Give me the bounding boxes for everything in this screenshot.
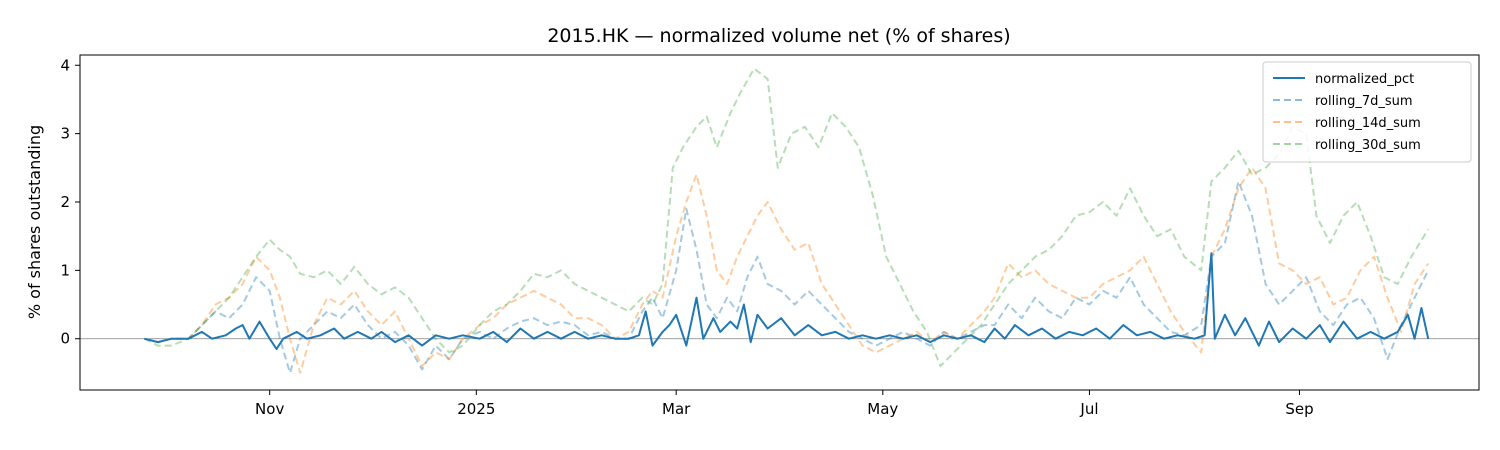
x-tick-label: Sep xyxy=(1285,400,1313,418)
series-line-normalized-pct xyxy=(144,252,1430,350)
x-tick-label: May xyxy=(867,400,898,418)
legend-label-rolling-30d-sum: rolling_30d_sum xyxy=(1315,138,1421,153)
x-tick-label: Mar xyxy=(662,400,691,418)
y-tick-label: 1 xyxy=(60,261,70,279)
legend-label-normalized-pct: normalized_pct xyxy=(1315,72,1414,87)
series-line-rolling-30d-sum xyxy=(143,67,1430,368)
y-tick-label: 4 xyxy=(60,56,70,74)
y-axis-label: % of shares outstanding xyxy=(25,125,44,319)
x-tick-label: 2025 xyxy=(457,400,495,418)
x-tick-label: Nov xyxy=(255,400,284,418)
legend-box xyxy=(1262,61,1472,163)
y-tick-label: 2 xyxy=(60,193,70,211)
y-tick-label: 0 xyxy=(60,330,70,348)
y-tick-label: 3 xyxy=(60,125,70,143)
plot-frame xyxy=(79,54,1480,391)
series-line-rolling-7d-sum xyxy=(144,180,1430,374)
x-tick-label: Jul xyxy=(1079,400,1098,418)
chart-title: 2015.HK — normalized volume net (% of sh… xyxy=(547,25,1010,47)
legend-label-rolling-14d-sum: rolling_14d_sum xyxy=(1315,116,1421,131)
legend-label-rolling-7d-sum: rolling_7d_sum xyxy=(1315,94,1413,109)
